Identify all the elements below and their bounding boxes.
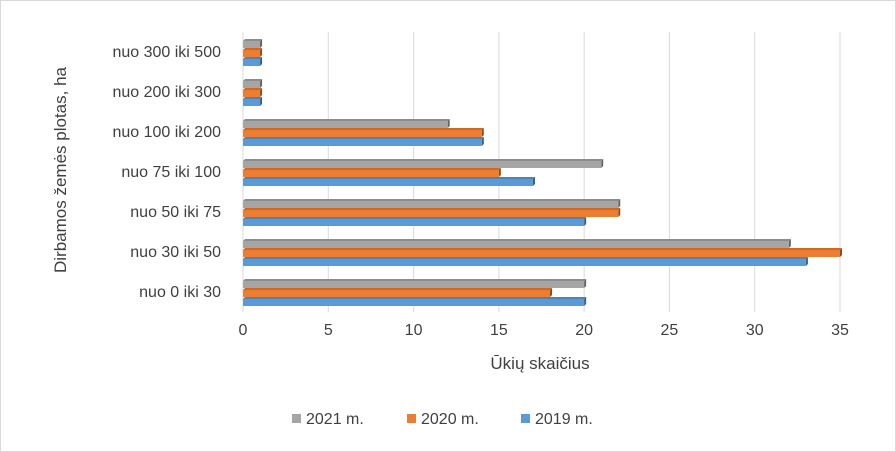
bar: [243, 288, 553, 297]
legend-item: 2019 m.: [521, 411, 593, 428]
x-axis-title: Ūkių skaičius: [490, 354, 589, 373]
bar: [243, 217, 587, 226]
legend-swatch: [407, 414, 416, 423]
bar: [243, 119, 450, 128]
bar: [243, 97, 263, 106]
bar: [243, 57, 263, 66]
legend-label: 2019 m.: [535, 411, 593, 428]
bar: [243, 159, 604, 168]
bar: [243, 208, 621, 217]
bar: [243, 79, 263, 88]
legend-label: 2020 m.: [421, 411, 479, 428]
category-label: nuo 300 iki 500: [112, 44, 221, 61]
category-label: nuo 100 iki 200: [112, 124, 221, 141]
bar: [243, 177, 535, 186]
category-label: nuo 200 iki 300: [112, 84, 221, 101]
bar: [243, 279, 587, 288]
bar: [243, 248, 842, 257]
y-axis-title: Dirbamos žemės plotas, ha: [51, 66, 70, 273]
bar: [243, 257, 808, 266]
category-label: nuo 75 iki 100: [121, 164, 221, 181]
legend-swatch: [292, 414, 301, 423]
x-tick-label: 15: [490, 322, 508, 339]
category-label: nuo 0 iki 30: [139, 284, 221, 301]
x-tick-label: 0: [239, 322, 248, 339]
category-label: nuo 30 iki 50: [130, 244, 221, 261]
bar: [243, 168, 501, 177]
legend-swatch: [521, 414, 530, 423]
bar: [243, 39, 263, 48]
x-tick-label: 25: [661, 322, 679, 339]
bar: [243, 128, 484, 137]
bar: [243, 239, 791, 248]
category-labels: nuo 0 iki 30 nuo 30 iki 50 nuo 50 iki 75 nu…: [112, 44, 221, 301]
bar: [243, 88, 263, 97]
legend-item: 2021 m.: [292, 411, 364, 428]
legend-item: 2020 m.: [407, 411, 479, 428]
legend-label: 2021 m.: [306, 411, 364, 428]
x-tick-label: 30: [746, 322, 764, 339]
legend: 2021 m. 2020 m. 2019 m.: [292, 411, 593, 428]
x-tick-labels: 0 5 10 15 20 25 30 35: [239, 322, 849, 339]
x-tick-label: 35: [831, 322, 849, 339]
category-label: nuo 50 iki 75: [130, 204, 221, 221]
x-tick-label: 10: [405, 322, 423, 339]
x-tick-label: 20: [575, 322, 593, 339]
bar-series-group: [243, 39, 842, 306]
bar: [243, 137, 484, 146]
bar: [243, 199, 621, 208]
x-tick-label: 5: [324, 322, 333, 339]
bar: [243, 48, 263, 57]
bar: [243, 297, 587, 306]
